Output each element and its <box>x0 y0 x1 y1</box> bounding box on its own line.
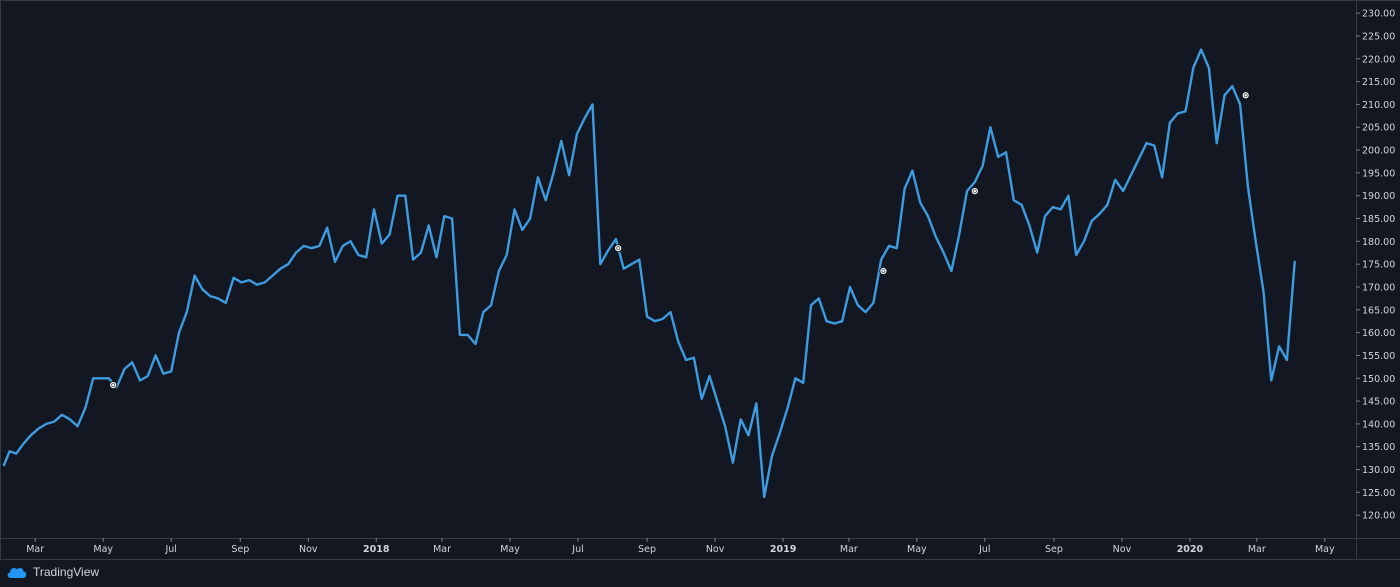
event-marker-inner-icon <box>972 189 977 194</box>
y-tick-label: 195.00 <box>1362 168 1395 179</box>
event-marker-icon <box>614 244 623 253</box>
y-tick-label: 180.00 <box>1362 237 1395 248</box>
y-tick-label: 125.00 <box>1362 488 1395 499</box>
y-tick-label: 205.00 <box>1362 123 1395 134</box>
x-tick-label: May <box>907 544 927 555</box>
x-tick-label: May <box>500 544 520 555</box>
brand-label: TradingView <box>33 565 100 579</box>
x-tick-label: Jul <box>571 544 583 555</box>
y-tick-label: 190.00 <box>1362 191 1395 202</box>
x-tick-label: 2019 <box>770 544 796 555</box>
y-tick-label: 135.00 <box>1362 442 1395 453</box>
event-marker-icon <box>970 187 979 196</box>
event-marker-inner-icon <box>111 383 116 388</box>
y-tick-label: 225.00 <box>1362 31 1395 42</box>
event-marker-icon <box>879 266 888 276</box>
x-tick-label: Jul <box>978 544 990 555</box>
y-tick-label: 150.00 <box>1362 374 1395 385</box>
y-tick-label: 200.00 <box>1362 146 1395 157</box>
event-marker-inner-icon <box>616 246 621 251</box>
y-tick-label: 185.00 <box>1362 214 1395 225</box>
x-tick-label: Sep <box>638 544 656 555</box>
x-tick-label: Mar <box>1248 544 1266 555</box>
y-tick-label: 170.00 <box>1362 282 1395 293</box>
y-tick-label: 230.00 <box>1362 9 1395 20</box>
event-marker-inner-icon <box>1243 93 1248 98</box>
y-tick-label: 210.00 <box>1362 100 1395 111</box>
x-tick-label: 2020 <box>1177 544 1204 555</box>
tradingview-brand[interactable]: TradingView <box>6 565 99 579</box>
y-tick-label: 165.00 <box>1362 305 1395 316</box>
x-tick-label: 2018 <box>363 544 390 555</box>
x-tick-label: May <box>93 544 113 555</box>
x-tick-label: Mar <box>433 544 451 555</box>
footer-bar: TradingView <box>0 560 1400 587</box>
y-tick-label: 145.00 <box>1362 397 1395 408</box>
x-tick-label: Nov <box>299 544 318 555</box>
x-tick-label: Nov <box>706 544 725 555</box>
event-marker-icon <box>1241 91 1250 100</box>
y-tick-label: 120.00 <box>1362 511 1395 522</box>
price-series-line <box>2 48 1296 499</box>
y-tick-label: 220.00 <box>1362 54 1395 65</box>
y-tick-label: 175.00 <box>1362 260 1395 271</box>
x-tick-label: Mar <box>26 544 44 555</box>
x-tick-label: Jul <box>164 544 176 555</box>
y-tick-label: 140.00 <box>1362 419 1395 430</box>
x-tick-label: May <box>1315 544 1335 555</box>
x-tick-label: Sep <box>1045 544 1063 555</box>
event-marker-icon <box>109 381 118 390</box>
price-chart[interactable]: 120.00 125.00 130.00 135.00 140.00 145.00 150.… <box>0 0 1400 560</box>
x-tick-label: Sep <box>231 544 249 555</box>
tradingview-cloud-icon <box>7 567 27 578</box>
x-tick-label: Mar <box>840 544 858 555</box>
y-tick-label: 130.00 <box>1362 465 1395 476</box>
x-tick-label: Nov <box>1113 544 1132 555</box>
y-tick-label: 215.00 <box>1362 77 1395 88</box>
event-marker-inner-icon <box>881 268 886 273</box>
y-tick-label: 160.00 <box>1362 328 1395 339</box>
y-tick-label: 155.00 <box>1362 351 1395 362</box>
